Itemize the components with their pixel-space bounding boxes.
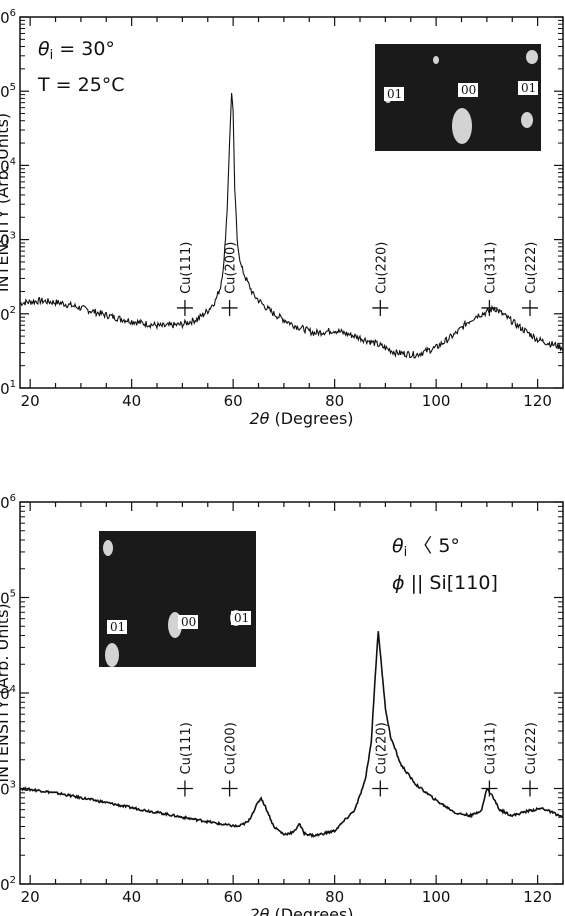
y-axis-label: INTENSITY (Arb. Units) bbox=[0, 113, 12, 292]
inset-label: 01 bbox=[387, 87, 402, 101]
y-tick-label: 105 bbox=[0, 82, 16, 101]
peak-label: Cu(222) bbox=[524, 722, 539, 774]
x-axis-label: 2θ (Degrees) bbox=[249, 409, 353, 428]
y-tick-label: 105 bbox=[0, 589, 16, 608]
peak-label: Cu(220) bbox=[374, 722, 389, 774]
diffraction-spot bbox=[526, 50, 538, 64]
x-tick-label: 60 bbox=[224, 392, 243, 410]
x-tick-label: 120 bbox=[523, 392, 552, 410]
condition-label: T = 25°C bbox=[37, 74, 125, 96]
y-tick-label: 103 bbox=[0, 780, 16, 799]
peak-label: Cu(222) bbox=[524, 242, 539, 294]
condition-label: θi 〈 5° bbox=[392, 535, 460, 560]
inset-label: 00 bbox=[461, 83, 476, 97]
inset-label: 01 bbox=[521, 81, 536, 95]
inset-label-bg bbox=[458, 83, 478, 97]
inset-label: 01 bbox=[234, 611, 249, 625]
peak-label: Cu(220) bbox=[374, 242, 389, 294]
inset-label-bg bbox=[231, 611, 251, 625]
inset-label-bg bbox=[107, 620, 127, 634]
inset-label-bg bbox=[178, 615, 198, 629]
x-tick-label: 60 bbox=[224, 888, 243, 906]
y-tick-label: 106 bbox=[0, 8, 16, 27]
data-curve bbox=[19, 92, 564, 359]
chart-panel-1: 20 40 60 80 100 120 101 102 103 104 105 106 2θ (Degr… bbox=[0, 8, 564, 428]
peak-label: Cu(111) bbox=[179, 722, 194, 774]
x-tick-label: 100 bbox=[422, 888, 451, 906]
x-axis-label: 2θ (Degrees) bbox=[249, 905, 353, 916]
chart-panel-2: 20 40 60 80 100 120 102 103 104 105 106 2θ (Degrees… bbox=[0, 493, 564, 916]
x-tick-label: 40 bbox=[122, 888, 141, 906]
x-tick-label: 80 bbox=[325, 888, 344, 906]
peak-label: Cu(200) bbox=[224, 722, 239, 774]
diffraction-spot bbox=[433, 56, 439, 64]
y-tick-label: 106 bbox=[0, 493, 16, 512]
diffraction-spot bbox=[103, 540, 113, 556]
y-tick-label: 104 bbox=[0, 156, 16, 175]
x-tick-label: 80 bbox=[325, 392, 344, 410]
plot-frame bbox=[19, 16, 564, 389]
condition-label: ϕ || Si[110] bbox=[392, 572, 498, 594]
y-tick-label: 104 bbox=[0, 684, 16, 703]
diffraction-spot bbox=[452, 108, 472, 144]
inset-diffraction-image bbox=[99, 531, 256, 667]
peak-label: Cu(111) bbox=[179, 242, 194, 294]
y-tick-label: 102 bbox=[0, 875, 16, 894]
x-tick-label: 40 bbox=[122, 392, 141, 410]
data-curve bbox=[19, 631, 564, 838]
x-tick-label: 100 bbox=[422, 392, 451, 410]
x-tick-label: 20 bbox=[21, 392, 40, 410]
condition-label: θi = 30° bbox=[38, 38, 115, 63]
peak-label: Cu(311) bbox=[483, 242, 498, 294]
inset-label: 00 bbox=[181, 615, 196, 629]
inset-label: 01 bbox=[110, 620, 125, 634]
diffraction-spot bbox=[105, 643, 119, 667]
inset-label-bg bbox=[384, 87, 404, 101]
peak-label: Cu(311) bbox=[483, 722, 498, 774]
y-tick-label: 102 bbox=[0, 305, 16, 324]
y-tick-label: 103 bbox=[0, 231, 16, 250]
y-axis-label: INTENSITY (Arb. Units) bbox=[0, 603, 12, 782]
diffraction-spot bbox=[521, 112, 533, 128]
x-tick-label: 120 bbox=[523, 888, 552, 906]
peak-label: Cu(200) bbox=[224, 242, 239, 294]
x-tick-label: 20 bbox=[21, 888, 40, 906]
inset-label-bg bbox=[518, 81, 538, 95]
y-tick-label: 101 bbox=[0, 379, 16, 398]
